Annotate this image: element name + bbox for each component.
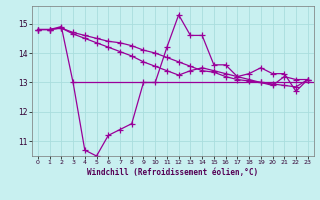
X-axis label: Windchill (Refroidissement éolien,°C): Windchill (Refroidissement éolien,°C) — [87, 168, 258, 177]
